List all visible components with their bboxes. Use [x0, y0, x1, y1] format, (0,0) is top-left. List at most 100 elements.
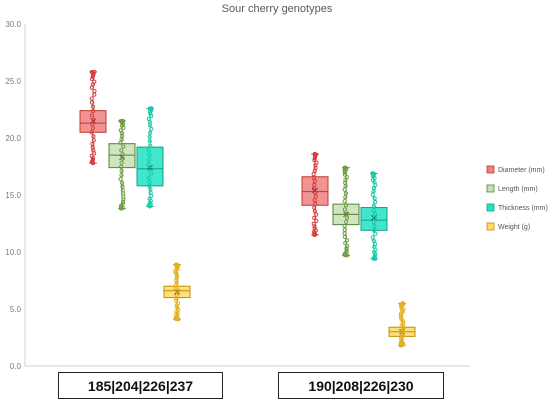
data-point — [312, 205, 317, 210]
data-point — [175, 301, 181, 306]
data-point — [118, 119, 123, 124]
data-point — [371, 238, 376, 243]
data-point — [343, 184, 348, 189]
data-point — [91, 108, 96, 114]
data-point — [149, 126, 154, 131]
data-point — [399, 313, 404, 318]
legend-swatch — [486, 165, 495, 174]
legend-label: Thickness (mm) — [498, 205, 548, 212]
data-point — [312, 151, 317, 157]
data-point — [343, 203, 349, 208]
data-point — [90, 157, 95, 162]
chart-title: Sour cherry genotypes — [222, 3, 333, 15]
data-point — [344, 248, 349, 253]
data-point — [120, 184, 125, 189]
data-point — [344, 174, 349, 180]
data-point — [147, 157, 152, 162]
data-point — [401, 321, 406, 326]
data-point — [149, 106, 154, 111]
data-point — [173, 285, 178, 291]
data-point — [89, 100, 95, 105]
box-3-1 — [388, 301, 416, 348]
data-point — [371, 220, 376, 225]
data-point — [89, 70, 95, 75]
data-point — [121, 199, 126, 204]
y-tick-label: 15.0 — [5, 191, 21, 200]
category-label-group-1: 185|204|226|237 — [58, 372, 223, 399]
data-point — [148, 107, 153, 112]
data-point — [119, 173, 124, 178]
data-point — [91, 117, 96, 122]
data-point — [147, 196, 152, 201]
data-point — [372, 216, 377, 221]
data-point — [344, 250, 349, 255]
data-point — [90, 126, 96, 131]
data-point — [174, 262, 179, 267]
data-point — [92, 88, 97, 94]
data-point — [146, 175, 151, 180]
data-point — [313, 201, 318, 207]
y-axis: 0.0 5.0 10.0 15.0 20.0 25.0 30.0 — [5, 20, 470, 371]
data-point — [344, 219, 349, 224]
data-point — [90, 104, 96, 109]
data-point — [146, 162, 151, 167]
data-point — [343, 241, 348, 246]
y-tick-label: 25.0 — [5, 77, 21, 86]
data-point — [343, 195, 348, 200]
y-tick-label: 30.0 — [5, 20, 21, 29]
data-point — [120, 180, 125, 186]
data-point — [373, 231, 378, 236]
data-point — [373, 200, 378, 205]
data-point — [342, 223, 347, 228]
data-point — [121, 197, 126, 202]
box-1-1 — [332, 165, 360, 258]
data-point — [147, 179, 152, 184]
data-point — [314, 218, 319, 223]
data-point — [343, 191, 349, 196]
data-point — [312, 179, 317, 184]
data-point — [342, 199, 347, 204]
data-point — [344, 238, 350, 243]
data-point — [372, 196, 377, 201]
plot-area — [79, 69, 416, 348]
box-0-1 — [301, 151, 329, 237]
box-2-0 — [136, 106, 164, 209]
data-point — [312, 182, 317, 187]
legend-label: Weight (g) — [498, 224, 530, 231]
data-point — [372, 212, 377, 217]
data-point — [372, 253, 377, 258]
data-point — [173, 270, 178, 275]
y-tick-label: 5.0 — [10, 305, 22, 314]
box-iqr — [360, 207, 388, 231]
data-point — [174, 280, 180, 286]
y-tick-label: 10.0 — [5, 248, 21, 257]
data-point — [314, 212, 319, 217]
legend-swatch — [486, 203, 495, 212]
data-point — [344, 211, 350, 216]
data-point — [89, 130, 94, 135]
data-point — [146, 116, 151, 121]
box-1-0 — [108, 118, 136, 211]
data-point — [311, 186, 316, 191]
data-point — [342, 231, 347, 236]
data-point — [312, 226, 317, 231]
data-point — [313, 190, 318, 195]
legend-label: Diameter (mm) — [498, 167, 545, 174]
data-point — [174, 296, 179, 301]
box-3-0 — [163, 262, 191, 322]
data-point — [120, 152, 125, 157]
data-point — [147, 200, 152, 205]
data-point — [89, 113, 95, 118]
data-point — [119, 168, 124, 174]
data-point — [176, 307, 181, 312]
data-point — [118, 177, 123, 182]
data-point — [342, 207, 347, 212]
data-point — [148, 143, 153, 148]
data-point — [370, 192, 375, 197]
data-point — [312, 215, 317, 220]
data-point — [119, 148, 124, 153]
data-point — [92, 92, 97, 97]
data-point — [174, 276, 179, 281]
data-point — [175, 305, 180, 310]
data-point — [371, 186, 376, 191]
